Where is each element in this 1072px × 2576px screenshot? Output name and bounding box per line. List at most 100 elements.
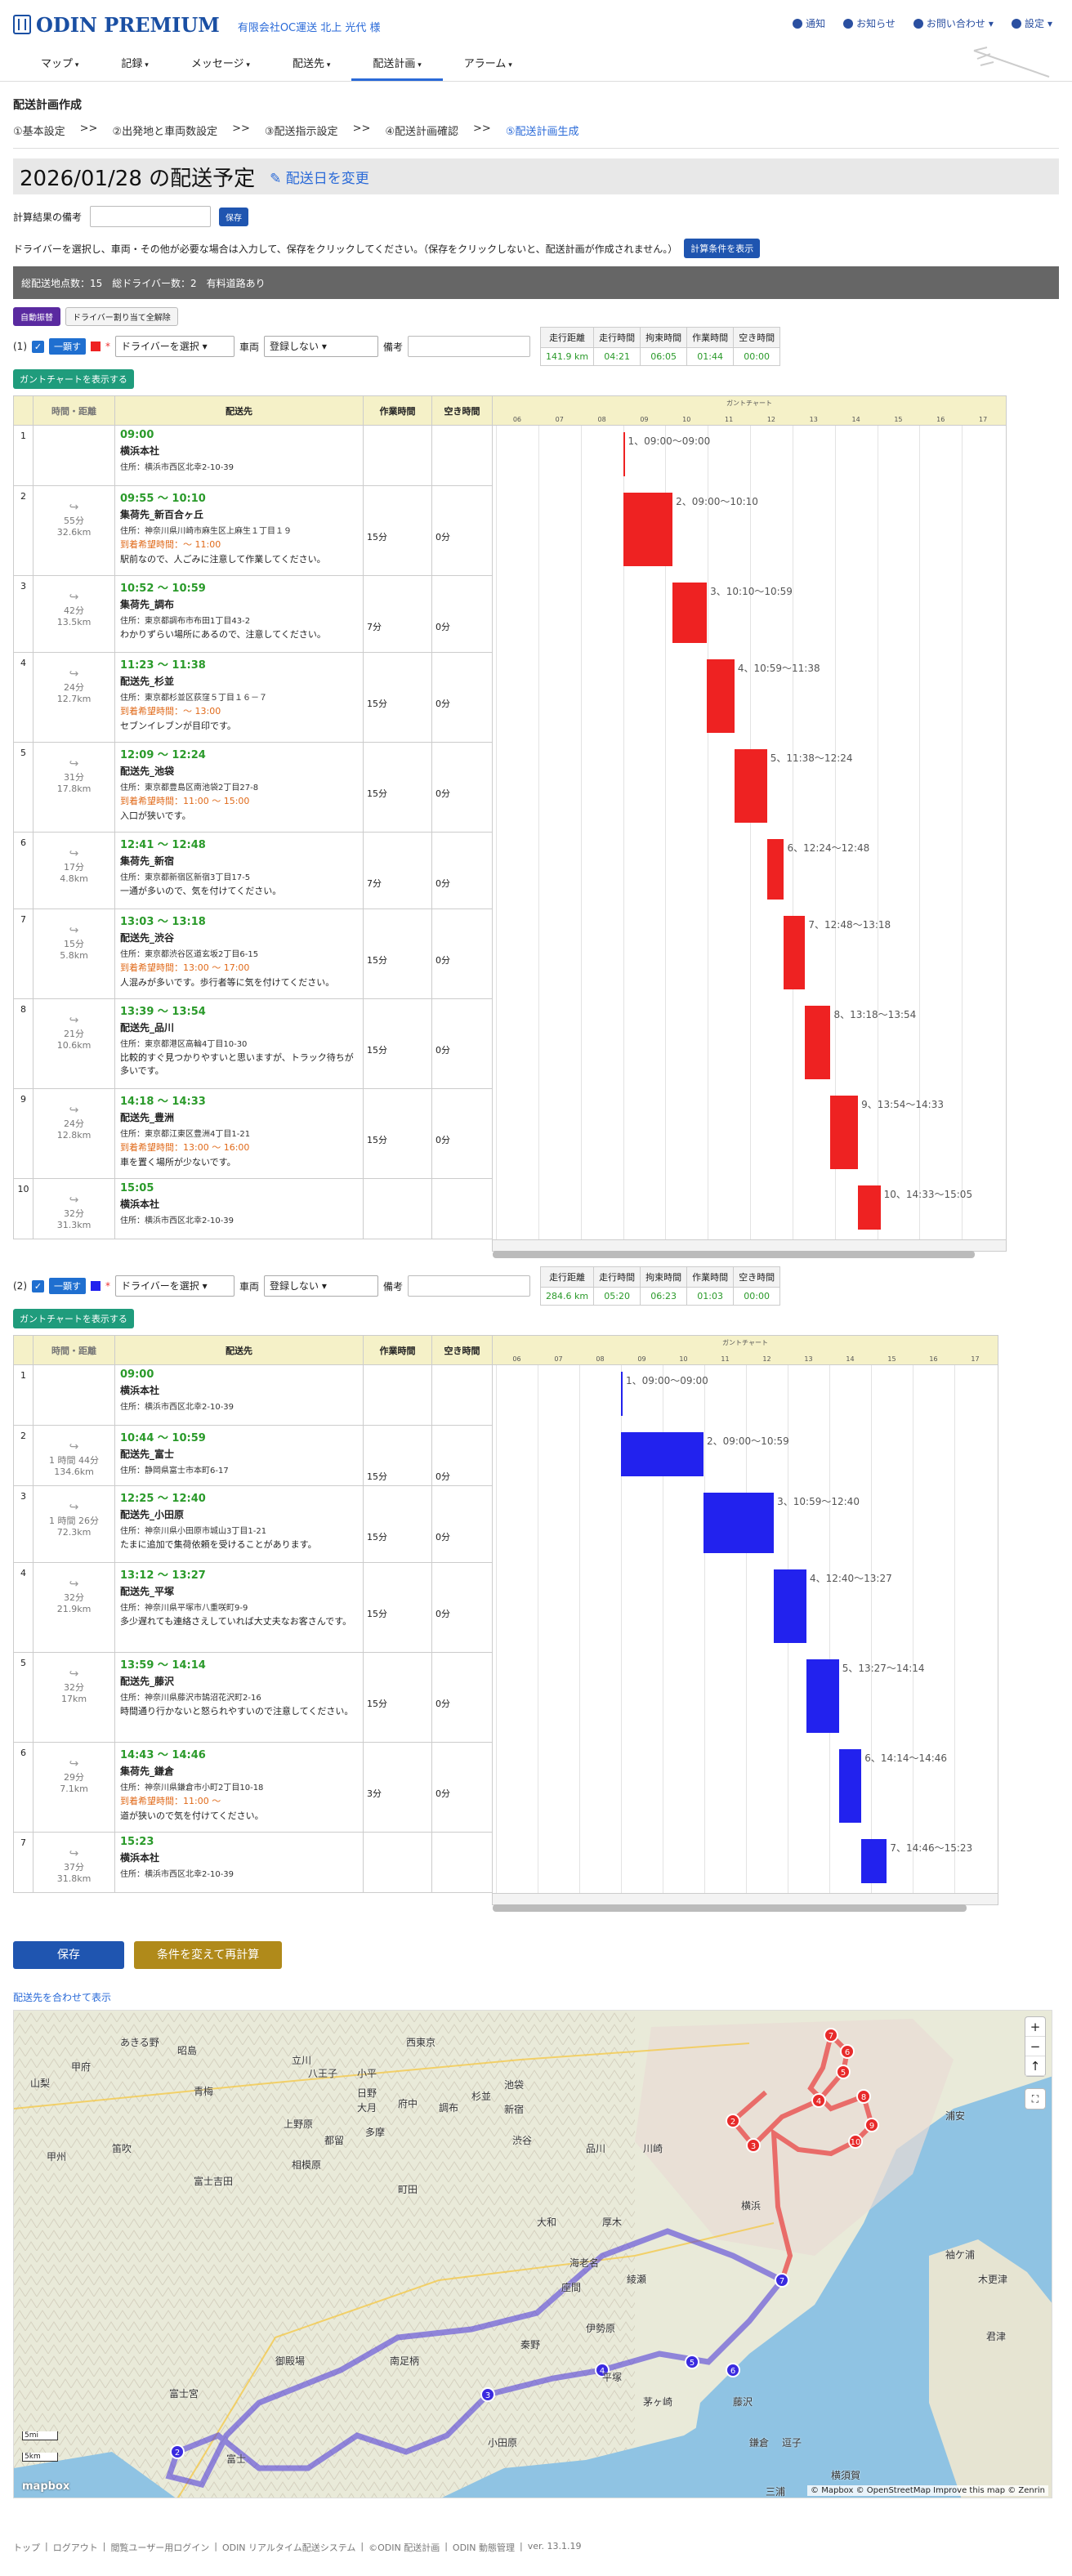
- route-map[interactable]: 2 3 4 5 6 7 8 9 10 2 3 4 5 6 7 あきる野 昭島 立川 小平 西東京 青梅 八王子 日野 府中 調布…: [13, 2010, 1052, 2498]
- zoom-in-button[interactable]: +: [1025, 2017, 1045, 2037]
- destination-name[interactable]: 集荷先_調布: [120, 599, 175, 610]
- destination-name[interactable]: 配送先_池袋: [120, 766, 175, 777]
- table-row[interactable]: 6 ↪ 29分 7.1km 14:43 ～ 14:46 集荷先_鎌倉 住所：神奈川県鎌倉市小…: [13, 1742, 493, 1833]
- driver-select[interactable]: ドライバーを選択 ▾: [115, 336, 234, 357]
- route-marker-red[interactable]: 4: [811, 2093, 826, 2108]
- table-row[interactable]: 3 ↪ 1 時間 26分 72.3km 12:25 ～ 12:40 配送先_小田原 住所：神…: [13, 1485, 493, 1563]
- fullscreen-button[interactable]: ⛶: [1025, 2089, 1045, 2109]
- step-item[interactable]: ①基本設定: [13, 126, 65, 138]
- gantt-bar[interactable]: [623, 432, 625, 476]
- vehicle-select[interactable]: 登録しない ▾: [264, 1275, 379, 1297]
- vehicle-hide-button[interactable]: 一顕す: [49, 338, 86, 355]
- route-marker-blue[interactable]: 4: [595, 2363, 610, 2377]
- route-marker-red[interactable]: 2: [726, 2114, 740, 2128]
- route-marker-blue[interactable]: 3: [480, 2387, 495, 2402]
- zoom-out-button[interactable]: −: [1025, 2037, 1045, 2056]
- footer-link[interactable]: ログアウト: [52, 2543, 98, 2553]
- destination-name[interactable]: 集荷先_鎌倉: [120, 1766, 175, 1777]
- remarks-input[interactable]: [408, 1275, 531, 1297]
- gantt-bar[interactable]: [672, 583, 708, 643]
- save-button[interactable]: 保存: [13, 1941, 124, 1969]
- gantt-bar[interactable]: [766, 839, 784, 900]
- menu-delivery-plan[interactable]: 配送計画: [351, 49, 443, 81]
- auto-assign-button[interactable]: 自動振替: [13, 307, 60, 326]
- menu-destinations[interactable]: 配送先: [271, 49, 351, 81]
- destination-name[interactable]: 横浜本社: [120, 1199, 160, 1210]
- gantt-bar[interactable]: [858, 1185, 881, 1230]
- route-marker-red[interactable]: 6: [840, 2044, 855, 2059]
- gantt-bar[interactable]: [830, 1096, 859, 1169]
- route-marker-red[interactable]: 9: [864, 2118, 879, 2132]
- table-row[interactable]: 5 ↪ 32分 17km 13:59 ～ 14:14 配送先_藤沢 住所：神奈川県藤沢市鵠沼…: [13, 1652, 493, 1743]
- destination-name[interactable]: 横浜本社: [120, 1385, 160, 1396]
- fit-map-link[interactable]: 配送先を合わせて表示: [13, 1992, 112, 2003]
- logo[interactable]: ODIN PREMIUM: [13, 13, 220, 37]
- destination-name[interactable]: 集荷先_新宿: [120, 855, 175, 867]
- table-row[interactable]: 9 ↪ 24分 12.8km 14:18 ～ 14:33 配送先_豊洲 住所：東京都江東区豊…: [13, 1088, 493, 1179]
- route-marker-blue[interactable]: 5: [685, 2355, 699, 2369]
- show-conditions-button[interactable]: 計算条件を表示: [684, 239, 761, 258]
- vehicle-select[interactable]: 登録しない ▾: [264, 336, 379, 357]
- destination-name[interactable]: 横浜本社: [120, 1852, 160, 1864]
- memo-input[interactable]: [90, 206, 212, 227]
- table-row[interactable]: 4 ↪ 32分 21.9km 13:12 ～ 13:27 配送先_平塚 住所：神奈川県平塚市…: [13, 1562, 493, 1653]
- table-row[interactable]: 6 ↪ 17分 4.8km 12:41 ～ 12:48 集荷先_新宿 住所：東京都新宿区新宿…: [13, 832, 493, 909]
- table-row[interactable]: 1 09:00 横浜本社 住所：横浜市西区北幸2-10-39: [13, 425, 493, 486]
- news-link[interactable]: お知らせ: [843, 16, 896, 30]
- route-marker-red[interactable]: 5: [836, 2065, 851, 2079]
- gantt-bar[interactable]: [838, 1749, 862, 1823]
- destination-name[interactable]: 配送先_小田原: [120, 1509, 185, 1520]
- map-canvas[interactable]: [14, 2011, 1052, 2498]
- footer-link[interactable]: ODIN 動態管理: [452, 2543, 516, 2553]
- step-item[interactable]: ⑤配送計画生成: [505, 126, 579, 138]
- gantt-bar[interactable]: [623, 493, 673, 566]
- gantt-scrollbar[interactable]: [493, 1904, 967, 1912]
- vehicle-visible-checkbox[interactable]: ✓: [32, 1279, 44, 1292]
- gantt-bar[interactable]: [621, 1372, 623, 1416]
- route-marker-blue[interactable]: 7: [775, 2273, 789, 2288]
- destination-name[interactable]: 配送先_品川: [120, 1022, 175, 1034]
- table-row[interactable]: 7 ↪ 37分 31.8km 15:23 横浜本社 住所：横浜市西区北幸2-10-39: [13, 1832, 493, 1893]
- menu-records[interactable]: 記録: [100, 49, 169, 81]
- footer-link[interactable]: ©ODIN 配送計画: [368, 2543, 440, 2553]
- clear-assign-button[interactable]: ドライバー割り当て全解除: [65, 307, 178, 326]
- destination-name[interactable]: 横浜本社: [120, 445, 160, 457]
- remarks-input[interactable]: [408, 336, 531, 357]
- gantt-scrollbar[interactable]: [493, 1251, 975, 1258]
- gantt-bar[interactable]: [703, 1493, 775, 1553]
- gantt-bar[interactable]: [805, 1006, 831, 1079]
- destination-name[interactable]: 集荷先_新百合ヶ丘: [120, 509, 204, 520]
- destination-name[interactable]: 配送先_富士: [120, 1449, 175, 1460]
- destination-name[interactable]: 配送先_渋谷: [120, 932, 175, 944]
- show-gantt-button[interactable]: ガントチャートを表示する: [13, 369, 134, 389]
- gantt-bar[interactable]: [774, 1569, 806, 1643]
- step-item[interactable]: ③配送指示設定: [264, 126, 338, 138]
- route-marker-red[interactable]: 7: [824, 2028, 838, 2042]
- mapbox-logo[interactable]: mapbox: [22, 2480, 70, 2493]
- footer-link[interactable]: ODIN リアルタイム配送システム: [221, 2543, 356, 2553]
- change-date-link[interactable]: ✎ 配送日を変更: [270, 167, 369, 187]
- menu-messages[interactable]: メッセージ: [170, 49, 271, 81]
- contact-link[interactable]: お問い合わせ ▾: [913, 16, 994, 30]
- memo-save-button[interactable]: 保存: [219, 207, 249, 226]
- vehicle-hide-button[interactable]: 一顕す: [49, 1278, 86, 1294]
- table-row[interactable]: 1 09:00 横浜本社 住所：横浜市西区北幸2-10-39: [13, 1364, 493, 1426]
- gantt-bar[interactable]: [861, 1839, 887, 1883]
- table-row[interactable]: 3 ↪ 42分 13.5km 10:52 ～ 10:59 集荷先_調布 住所：東京都調布市布…: [13, 575, 493, 653]
- menu-alarm[interactable]: アラーム: [443, 49, 534, 81]
- route-marker-red[interactable]: 8: [856, 2089, 871, 2104]
- route-marker-red[interactable]: 10: [848, 2134, 863, 2149]
- table-row[interactable]: 7 ↪ 15分 5.8km 13:03 ～ 13:18 配送先_渋谷 住所：東京都渋谷区道玄…: [13, 909, 493, 999]
- table-row[interactable]: 10 ↪ 32分 31.3km 15:05 横浜本社 住所：横浜市西区北幸2-10-39: [13, 1178, 493, 1239]
- gantt-bar[interactable]: [621, 1432, 704, 1476]
- settings-link[interactable]: 設定 ▾: [1011, 16, 1052, 30]
- gantt-bar[interactable]: [806, 1659, 839, 1733]
- vehicle-color-swatch[interactable]: [91, 342, 100, 351]
- table-row[interactable]: 8 ↪ 21分 10.6km 13:39 ～ 13:54 配送先_品川 住所：東京都港区高輪…: [13, 998, 493, 1089]
- table-row[interactable]: 2 ↪ 1 時間 44分 134.6km 10:44 ～ 10:59 配送先_富士 住所：静…: [13, 1425, 493, 1486]
- footer-link[interactable]: 閲覧ユーザー用ログイン: [110, 2543, 210, 2553]
- table-row[interactable]: 5 ↪ 31分 17.8km 12:09 ～ 12:24 配送先_池袋 住所：東京都豊島区南…: [13, 742, 493, 833]
- menu-map[interactable]: マップ: [20, 49, 100, 81]
- step-item[interactable]: ②出発地と車両数設定: [112, 126, 218, 138]
- destination-name[interactable]: 配送先_平塚: [120, 1586, 175, 1597]
